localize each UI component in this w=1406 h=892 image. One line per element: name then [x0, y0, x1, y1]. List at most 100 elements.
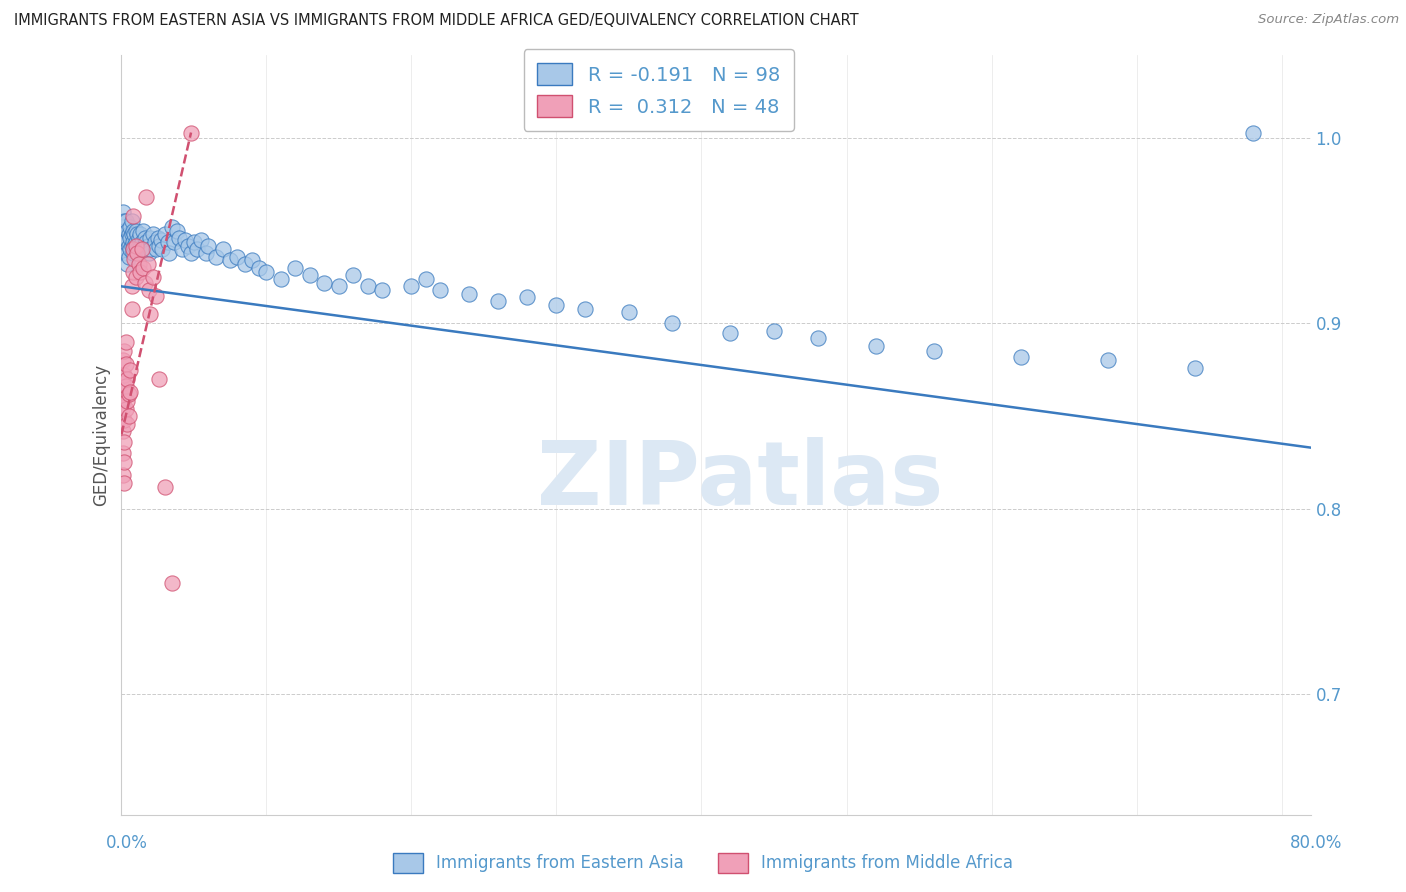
Point [146, 231, 169, 245]
Point [1010, 350, 1032, 364]
Point [160, 220, 183, 235]
Point [111, 424, 134, 438]
Point [124, 238, 146, 252]
Point [458, 286, 481, 301]
Y-axis label: GED/Equivalency: GED/Equivalency [93, 364, 110, 506]
Point [112, 455, 135, 469]
Point [129, 227, 152, 242]
Point [328, 279, 350, 293]
Point [197, 238, 219, 252]
Point [120, 384, 142, 399]
Point [139, 242, 162, 256]
Point [131, 242, 153, 256]
Point [122, 264, 145, 278]
Point [546, 298, 568, 312]
Point [342, 268, 364, 283]
Point [233, 257, 256, 271]
Point [112, 344, 135, 359]
Point [120, 363, 142, 377]
Point [516, 290, 538, 304]
Point [127, 246, 149, 260]
Point [127, 242, 149, 256]
Point [112, 475, 135, 490]
Point [114, 242, 136, 256]
Point [114, 214, 136, 228]
Point [115, 417, 138, 431]
Point [120, 220, 142, 235]
Point [115, 224, 138, 238]
Point [142, 227, 165, 242]
Point [172, 242, 194, 256]
Point [121, 301, 143, 316]
Point [212, 242, 235, 256]
Point [111, 446, 134, 460]
Point [219, 253, 242, 268]
Text: IMMIGRANTS FROM EASTERN ASIA VS IMMIGRANTS FROM MIDDLE AFRICA GED/EQUIVALENCY CO: IMMIGRANTS FROM EASTERN ASIA VS IMMIGRAN… [14, 13, 859, 29]
Point [115, 233, 138, 247]
Point [112, 368, 135, 383]
Point [720, 326, 742, 340]
Point [163, 235, 186, 249]
Point [204, 250, 226, 264]
Point [111, 353, 134, 368]
Point [122, 242, 145, 256]
Point [371, 283, 394, 297]
Point [226, 250, 249, 264]
Point [122, 235, 145, 249]
Text: ZIPatlas: ZIPatlas [537, 437, 943, 524]
Point [488, 294, 510, 309]
Point [112, 435, 135, 450]
Point [128, 257, 150, 271]
Point [148, 372, 170, 386]
Point [112, 214, 135, 228]
Point [166, 224, 188, 238]
Point [115, 246, 138, 260]
Point [174, 233, 197, 247]
Point [120, 231, 142, 245]
Text: 80.0%: 80.0% [1291, 834, 1343, 852]
Point [865, 339, 887, 353]
Point [143, 235, 166, 249]
Point [114, 334, 136, 349]
Point [145, 242, 167, 256]
Point [574, 301, 596, 316]
Point [128, 242, 150, 256]
Point [129, 264, 152, 278]
Point [122, 246, 145, 260]
Point [160, 575, 183, 590]
Point [125, 238, 148, 252]
Point [114, 357, 136, 371]
Point [256, 264, 278, 278]
Point [114, 401, 136, 416]
Text: Source: ZipAtlas.com: Source: ZipAtlas.com [1258, 13, 1399, 27]
Point [118, 238, 141, 252]
Point [415, 272, 437, 286]
Point [114, 379, 136, 393]
Point [314, 276, 336, 290]
Point [125, 270, 148, 285]
Legend: Immigrants from Eastern Asia, Immigrants from Middle Africa: Immigrants from Eastern Asia, Immigrants… [387, 847, 1019, 880]
Point [186, 242, 208, 256]
Point [111, 400, 134, 414]
Point [194, 246, 217, 260]
Point [132, 224, 155, 238]
Point [131, 235, 153, 249]
Point [180, 246, 202, 260]
Point [118, 250, 141, 264]
Point [115, 394, 138, 409]
Point [763, 324, 786, 338]
Point [661, 317, 683, 331]
Point [124, 227, 146, 242]
Point [157, 246, 180, 260]
Point [922, 344, 945, 359]
Point [132, 260, 155, 275]
Point [112, 224, 135, 238]
Point [298, 268, 321, 283]
Point [169, 231, 191, 245]
Point [112, 391, 135, 405]
Point [148, 238, 170, 252]
Point [136, 238, 159, 252]
Point [115, 257, 138, 271]
Point [1241, 126, 1264, 140]
Point [183, 235, 205, 249]
